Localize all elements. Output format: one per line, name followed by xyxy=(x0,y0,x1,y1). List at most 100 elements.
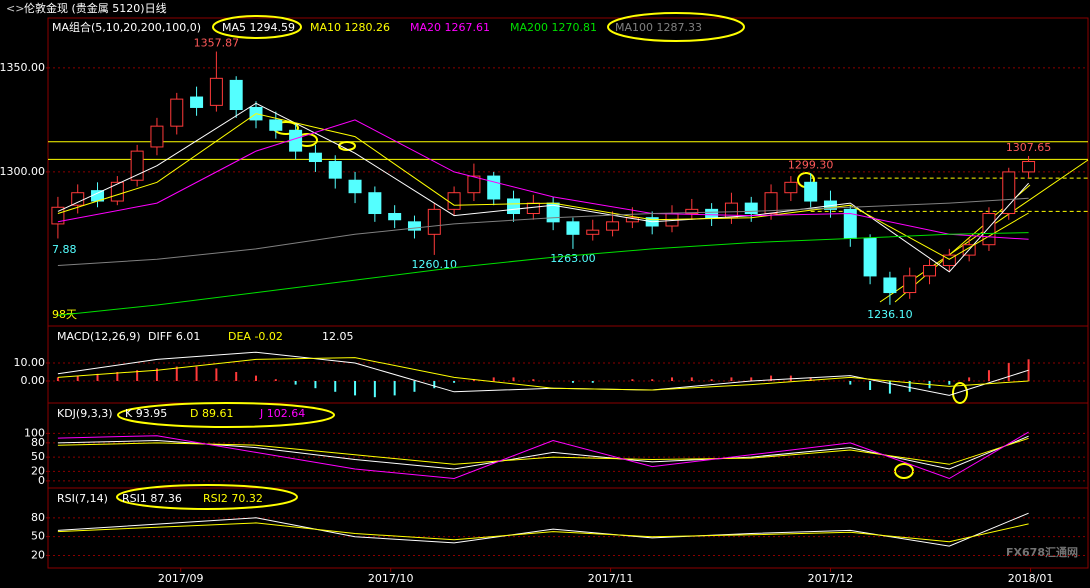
y-tick-label: 20 xyxy=(31,548,45,561)
candle-body xyxy=(190,96,204,108)
series-value: -0.02 xyxy=(254,330,282,343)
indicator-line xyxy=(57,522,1029,543)
price-annotation: 1263.00 xyxy=(550,252,596,265)
candle-body xyxy=(923,265,937,277)
series-name: RSI2 xyxy=(203,492,228,505)
highlight xyxy=(212,15,302,39)
panel-header: MA组合(5,10,20,200,100,0) xyxy=(52,20,201,34)
x-tick-label: 2017/12 xyxy=(808,572,854,585)
indicator-line xyxy=(57,113,1029,260)
series-value: 6.01 xyxy=(176,330,201,343)
candle-body xyxy=(804,181,818,202)
indicator-readout: K 93.95 xyxy=(125,407,167,420)
y-tick-label: 0.00 xyxy=(21,374,46,387)
series-name: MA100 xyxy=(615,21,653,34)
candle-body xyxy=(328,161,342,179)
indicator-line xyxy=(57,357,1029,391)
series-name: J xyxy=(259,407,263,420)
candle-body xyxy=(289,129,303,152)
x-tick-label: 2018/01 xyxy=(1008,572,1054,585)
highlight xyxy=(116,484,298,510)
highlight xyxy=(952,382,968,404)
watermark: FX678汇通网 xyxy=(1006,546,1078,559)
y-tick-label: 10.00 xyxy=(14,356,46,369)
frame xyxy=(47,17,1089,569)
indicator-readout: RSI2 70.32 xyxy=(203,492,263,505)
y-tick-label: 1300.00 xyxy=(0,165,45,178)
price-annotation: 1299.30 xyxy=(788,158,834,171)
series-value: 1270.81 xyxy=(552,21,598,34)
indicator-readout: MA10 1280.26 xyxy=(310,21,390,34)
series-name: MA200 xyxy=(510,21,548,34)
price-annotation: 1260.10 xyxy=(412,258,458,271)
candle-body xyxy=(744,202,758,215)
indicator-readout: J 102.64 xyxy=(259,407,305,420)
candle-body xyxy=(685,208,699,215)
indicator-readout: MA100 1287.33 xyxy=(615,21,702,34)
candle-body xyxy=(388,213,402,221)
indicator-readout: MA20 1267.61 xyxy=(410,21,490,34)
highlight xyxy=(117,402,335,428)
candle-body xyxy=(407,221,421,231)
series-name: RSI1 xyxy=(122,492,147,505)
series-value: 89.61 xyxy=(202,407,234,420)
series-name: DEA xyxy=(228,330,251,343)
series-value: 1287.33 xyxy=(657,21,703,34)
price-annotation: 1236.10 xyxy=(867,308,913,321)
title: 伦敦金现 (贵金属 5120)日线 xyxy=(24,1,167,15)
candle-body xyxy=(467,175,481,194)
indicator-line xyxy=(57,197,1029,266)
series-name: MA20 xyxy=(410,21,441,34)
candle-body xyxy=(566,221,580,235)
series-value: 1267.61 xyxy=(445,21,491,34)
candle-body xyxy=(1002,171,1016,215)
series-name: MA5 xyxy=(222,21,246,34)
y-tick-label: 50 xyxy=(31,530,45,543)
y-tick-label: 100 xyxy=(24,426,45,439)
candle-body xyxy=(586,229,600,235)
series-value: 87.36 xyxy=(150,492,182,505)
indicator-readout: RSI1 87.36 xyxy=(122,492,182,505)
icon: <> xyxy=(6,2,24,15)
price-annotation: 1307.65 xyxy=(1006,141,1052,154)
indicator-line xyxy=(57,102,1029,273)
candle-body xyxy=(130,150,144,181)
candle-body xyxy=(51,206,65,225)
panel-header: MACD(12,26,9) xyxy=(57,330,141,343)
series-value: 1280.26 xyxy=(345,21,391,34)
indicator-readout: D 89.61 xyxy=(190,407,233,420)
candle-body xyxy=(427,208,441,235)
candle-body xyxy=(784,181,798,194)
panel-header: KDJ(9,3,3) xyxy=(57,407,113,420)
y-tick-label: 20 xyxy=(31,464,45,477)
y-tick-label: 50 xyxy=(31,450,45,463)
indicator-line xyxy=(57,431,1029,480)
candle-body xyxy=(209,77,223,106)
candle-body xyxy=(487,175,501,200)
y-tick-label: 1350.00 xyxy=(0,61,45,74)
price-annotation: 1357.87 xyxy=(194,37,240,50)
y-tick-label: 0 xyxy=(38,474,45,487)
x-tick-label: 2017/09 xyxy=(158,572,204,585)
candle-body xyxy=(348,179,362,194)
candle-body xyxy=(71,192,85,206)
series-value: 102.64 xyxy=(267,407,306,420)
candle-body xyxy=(1022,161,1036,173)
candle-body xyxy=(526,202,540,215)
candle-body xyxy=(942,254,956,267)
series-name: DIFF xyxy=(148,330,172,343)
candle-body xyxy=(170,98,184,127)
x-tick-label: 2017/10 xyxy=(368,572,414,585)
series-name: D xyxy=(190,407,198,420)
series-name: MA10 xyxy=(310,21,341,34)
candle-body xyxy=(903,275,917,294)
candle-body xyxy=(229,79,243,111)
indicator-readout: DIFF 6.01 xyxy=(148,330,200,343)
candle-body xyxy=(863,237,877,277)
indicator-line xyxy=(57,232,1029,316)
indicator-line xyxy=(57,119,1029,240)
series-value: 93.95 xyxy=(136,407,168,420)
candle-body xyxy=(150,125,164,148)
